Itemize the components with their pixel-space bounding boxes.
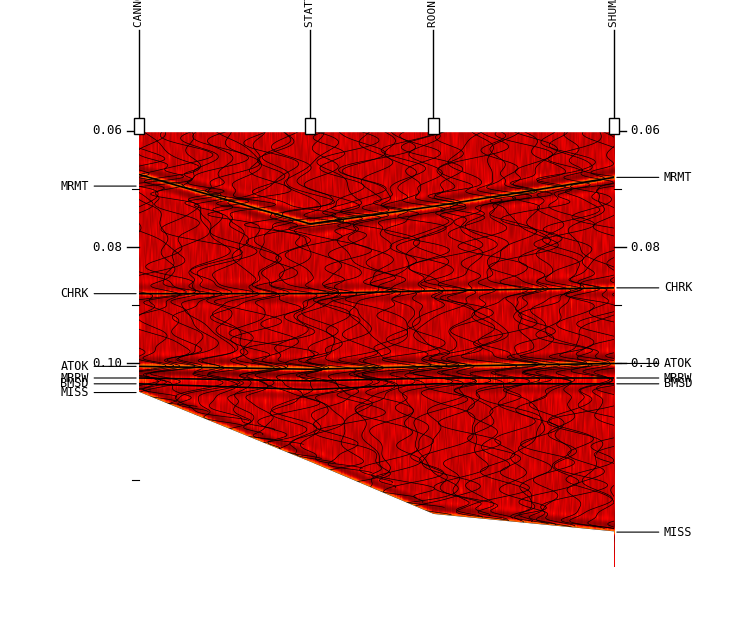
Text: STATTON NO.1-12ed: STATTON NO.1-12ed xyxy=(305,0,315,27)
Text: 0.06: 0.06 xyxy=(92,124,122,137)
Text: CHRK: CHRK xyxy=(664,282,692,294)
Text: ATOK: ATOK xyxy=(61,360,89,373)
Text: MRMT: MRMT xyxy=(664,171,692,184)
Text: BMSD: BMSD xyxy=(664,377,692,391)
Text: BMSD: BMSD xyxy=(61,377,89,391)
Bar xyxy=(134,118,144,134)
Bar xyxy=(609,118,619,134)
Text: ATOK: ATOK xyxy=(664,357,692,370)
Bar xyxy=(305,118,315,134)
Text: CHRK: CHRK xyxy=(61,287,89,300)
Text: MISS: MISS xyxy=(664,525,692,539)
Text: MISS: MISS xyxy=(61,386,89,399)
Polygon shape xyxy=(139,392,614,567)
Text: ROONEY #2 ed2: ROONEY #2 ed2 xyxy=(428,0,439,27)
Text: 0.10: 0.10 xyxy=(631,357,661,370)
Text: 0.06: 0.06 xyxy=(631,124,661,137)
Bar xyxy=(428,118,439,134)
Text: MRRW: MRRW xyxy=(61,372,89,384)
Text: 0.08: 0.08 xyxy=(631,241,661,254)
Text: 0.10: 0.10 xyxy=(92,357,122,370)
Text: SHUMATE #1-13 ed2: SHUMATE #1-13 ed2 xyxy=(609,0,619,27)
Text: MRMT: MRMT xyxy=(61,180,89,193)
Text: 0.08: 0.08 xyxy=(92,241,122,254)
Text: MRRW: MRRW xyxy=(664,372,692,384)
Text: CANNON #1-8 ed2: CANNON #1-8 ed2 xyxy=(134,0,144,27)
